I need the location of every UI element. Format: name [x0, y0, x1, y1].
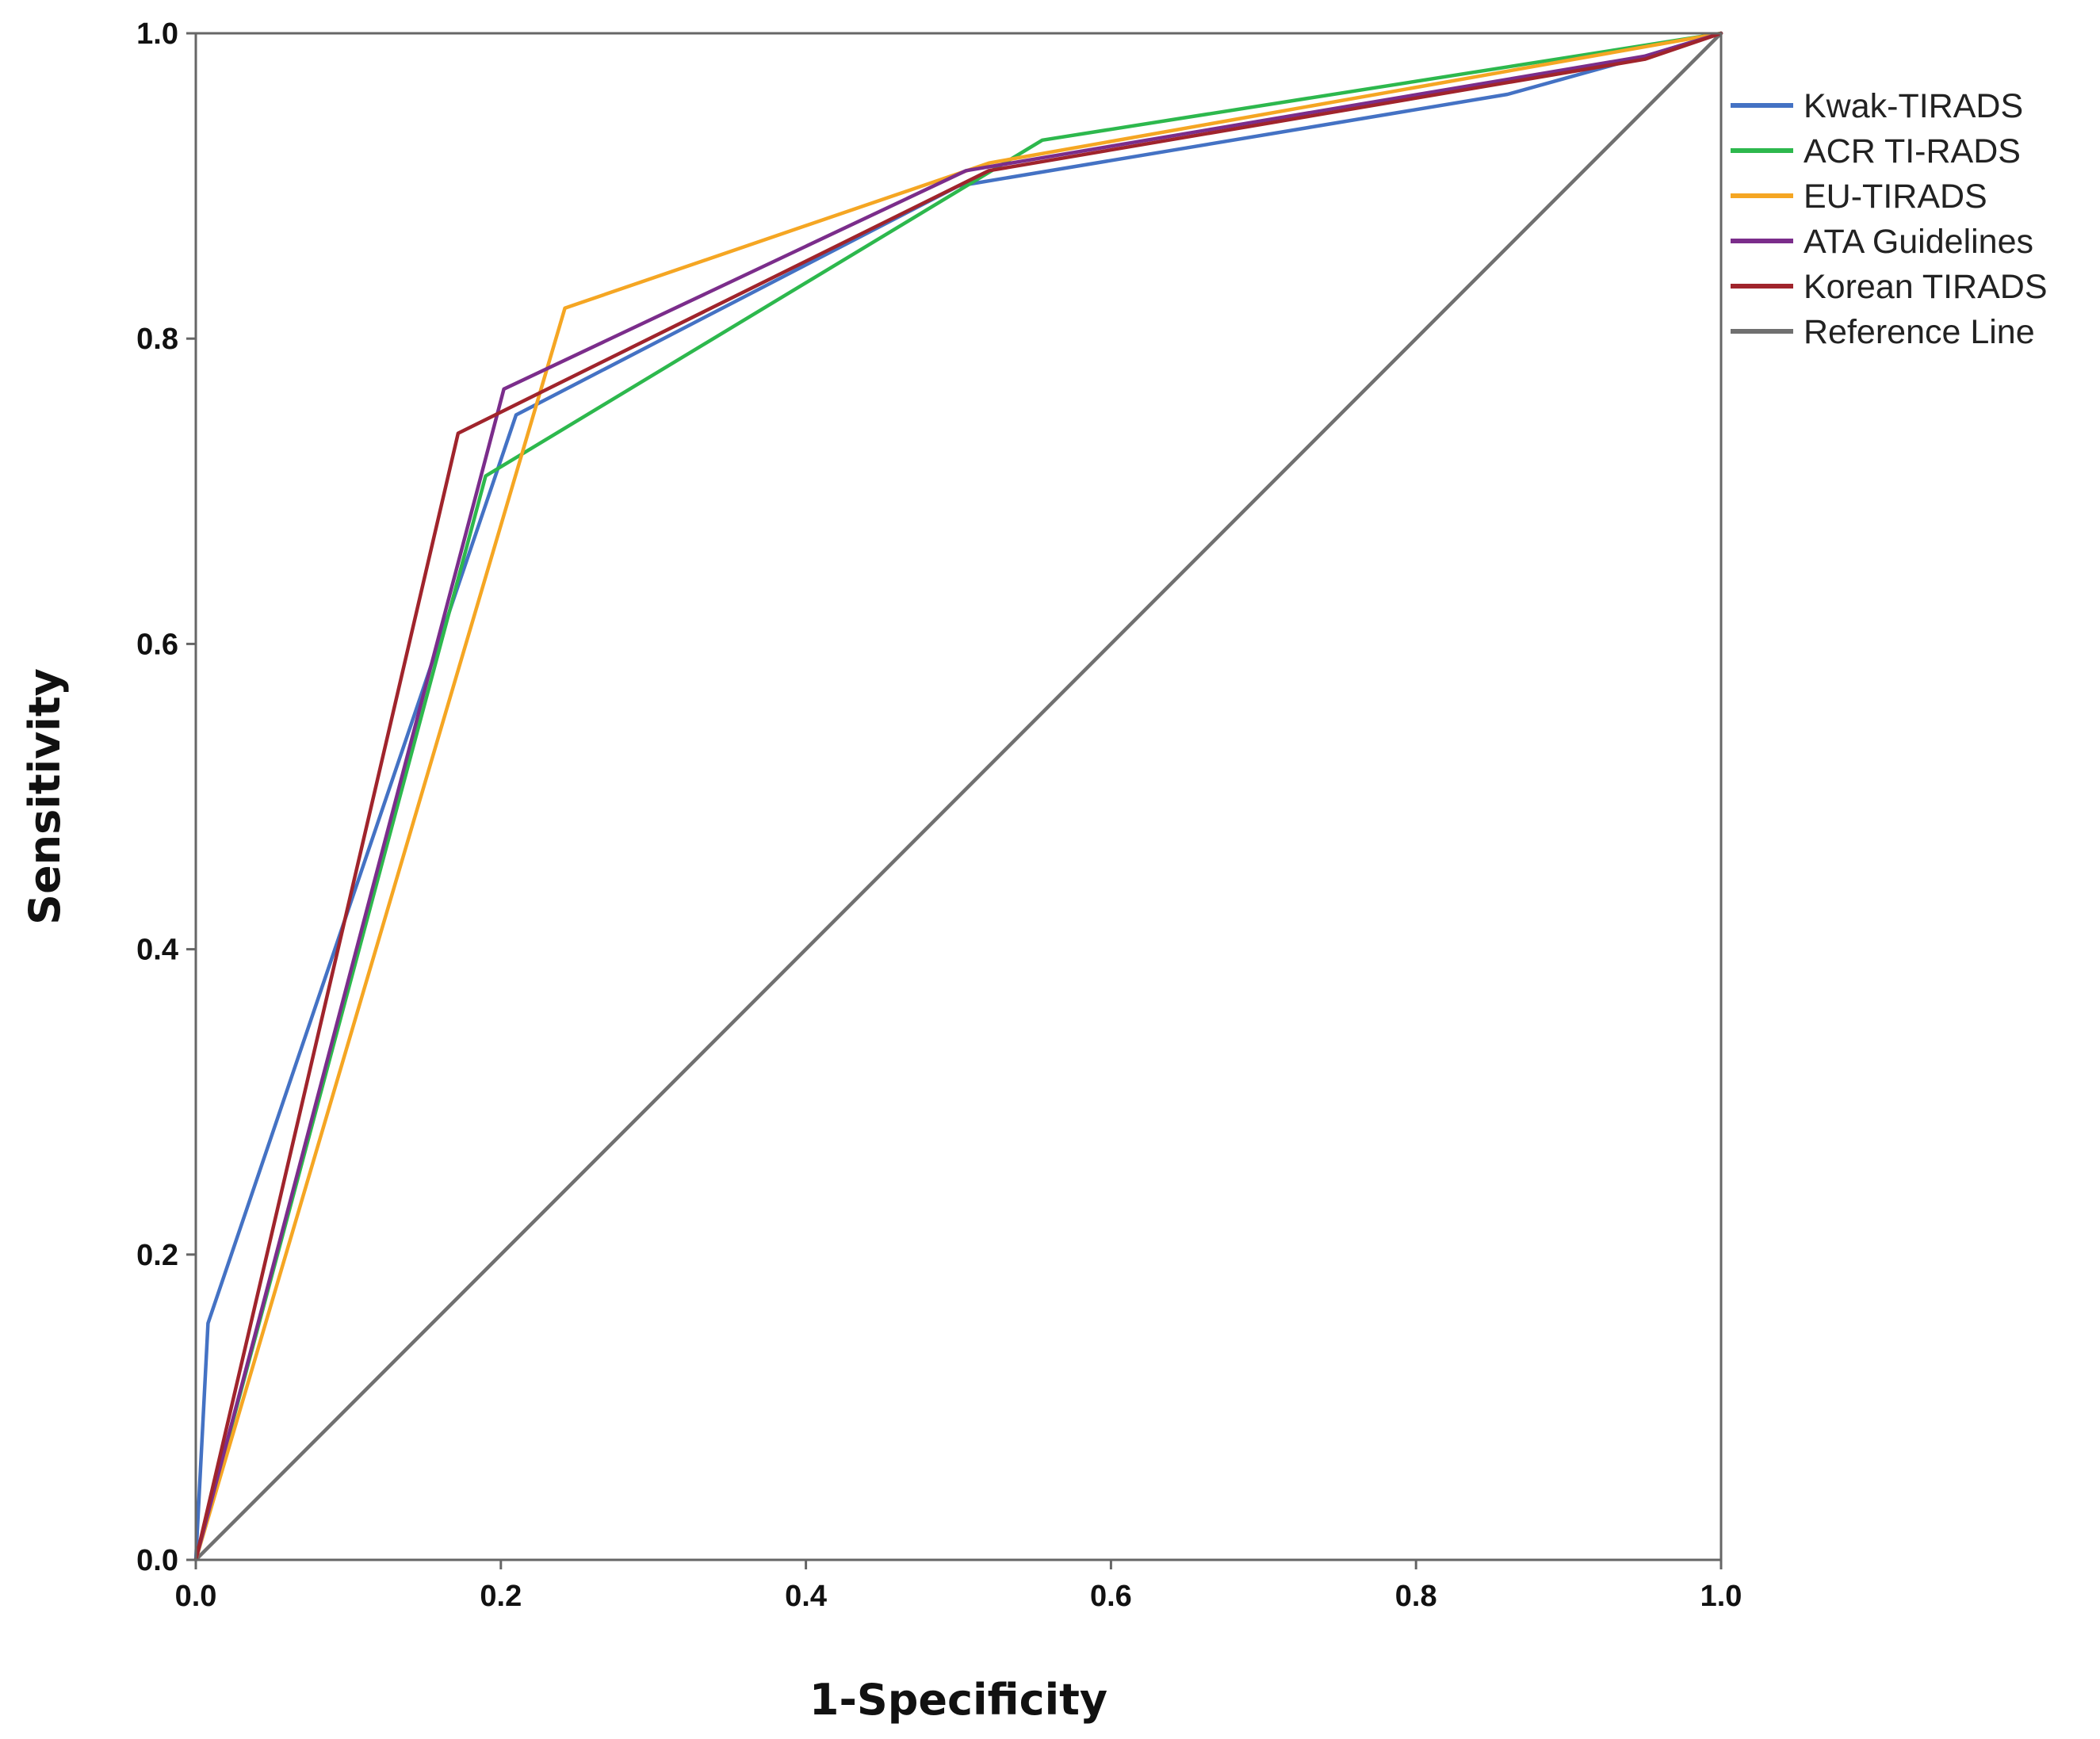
plot-frame	[194, 32, 1723, 1561]
x-tick-label: 0.0	[175, 1580, 217, 1613]
y-axis-title: Sensitivity	[20, 668, 70, 925]
series-line-acr-ti-rads	[193, 31, 1723, 1562]
y-tick-label: 0.8	[136, 323, 178, 356]
y-tick-label: 0.0	[136, 1544, 178, 1577]
legend-label-korean-tirads: Korean TIRADS	[1804, 268, 2048, 306]
series-line-korean-tirads	[193, 31, 1723, 1562]
x-axis-title: 1-Specificity	[809, 1675, 1107, 1725]
axis-ticks: 0.0 0.2 0.4 0.6 0.8 1.0 0.0 0.2 0.4 0.6 0.8 1.0	[136, 17, 1742, 1613]
y-tick-label: 1.0	[136, 17, 178, 51]
legend-label-acr-ti-rads: ACR TI-RADS	[1804, 132, 2021, 170]
x-tick-label: 1.0	[1700, 1580, 1742, 1613]
legend-label-reference-line: Reference Line	[1804, 313, 2035, 351]
series-line-eu-tirads	[193, 31, 1723, 1562]
series-line-ata-guidelines	[193, 31, 1723, 1562]
x-tick-label: 0.8	[1395, 1580, 1437, 1613]
series-layer	[193, 31, 1723, 1562]
y-tick-label: 0.2	[136, 1239, 178, 1272]
y-tick-label: 0.4	[136, 934, 178, 967]
legend-label-ata-guidelines: ATA Guidelines	[1804, 223, 2033, 261]
series-line-reference-line	[193, 31, 1723, 1562]
legend-label-kwak-tirads: Kwak-TIRADS	[1804, 87, 2023, 125]
x-tick-label: 0.2	[480, 1580, 522, 1613]
x-tick-label: 0.4	[785, 1580, 827, 1613]
x-tick-label: 0.6	[1090, 1580, 1132, 1613]
legend: Kwak-TIRADS ACR TI-RADS EU-TIRADS ATA Guide…	[1731, 87, 2048, 351]
legend-label-eu-tirads: EU-TIRADS	[1804, 178, 1987, 216]
y-tick-label: 0.6	[136, 628, 178, 661]
